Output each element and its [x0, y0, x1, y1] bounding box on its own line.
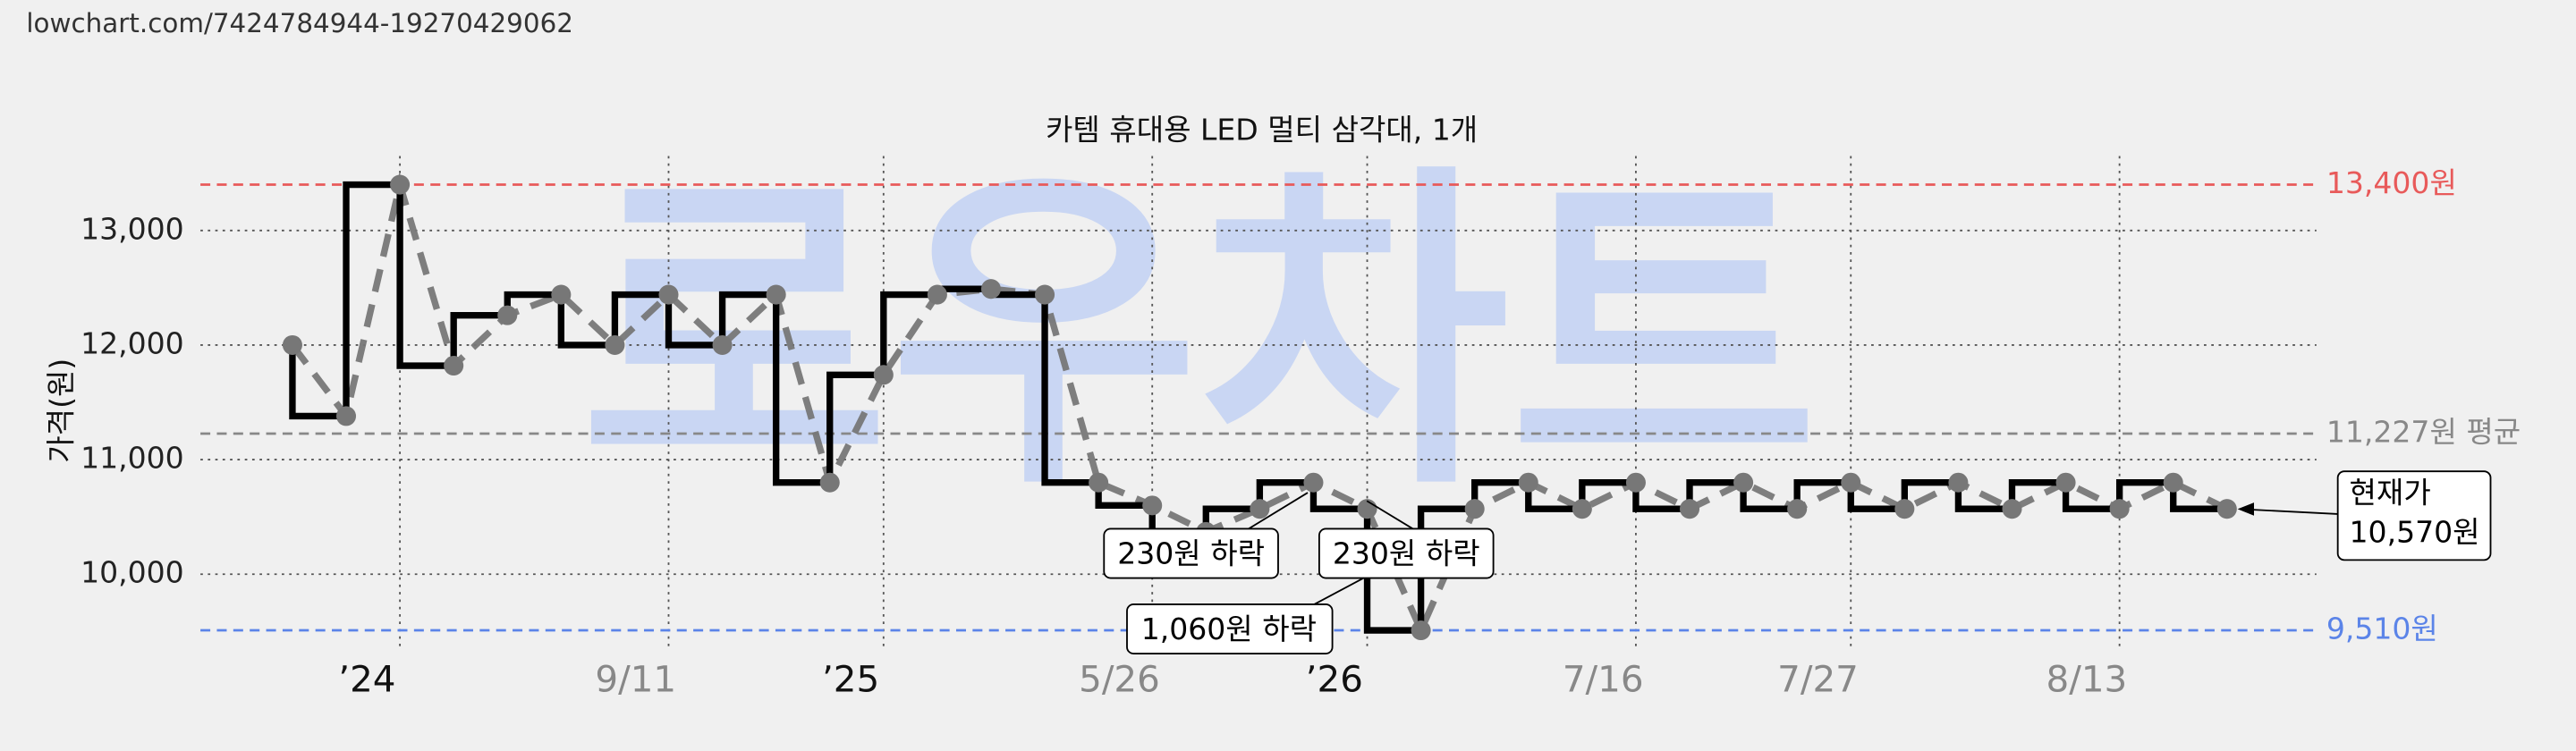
- point: [1411, 620, 1431, 641]
- annotation: 1,060원 하락: [1141, 612, 1317, 646]
- reference-label: 13,400원: [2326, 165, 2457, 200]
- point: [282, 334, 302, 355]
- point: [712, 334, 733, 355]
- point: [444, 356, 464, 376]
- point: [2109, 499, 2130, 519]
- step-segment: [611, 291, 669, 345]
- point: [1518, 472, 1538, 493]
- annotation-box: [1318, 527, 1495, 579]
- point: [335, 406, 357, 426]
- point: [927, 284, 947, 305]
- annotation-arrow: [1366, 500, 1414, 530]
- point: [1733, 472, 1754, 493]
- watermark: 로우차트: [580, 137, 1819, 529]
- grid: 10,000 11,000 12,000 13,000 ’24 9/11 ’25 5/26 ’2…: [80, 156, 2521, 700]
- step-segment: [880, 291, 937, 376]
- y-tick-label: 13,000: [80, 211, 184, 246]
- annotation: 230원 하락: [1333, 536, 1480, 570]
- current-value-label: 10,570원: [2350, 514, 2480, 549]
- point: [980, 279, 1001, 300]
- x-tick-label: ’24: [338, 657, 395, 700]
- reference-label: 11,227원 평균: [2326, 415, 2521, 450]
- annotation-box: [1126, 603, 1334, 654]
- point: [1035, 284, 1055, 305]
- step-segment: [1041, 294, 1099, 486]
- annotation: 230원 하락: [1117, 536, 1265, 570]
- annotation-arrow: [1248, 492, 1309, 530]
- x-tick-label: 9/11: [595, 657, 676, 700]
- annotation-box: [1103, 527, 1279, 579]
- url: lowchart.com/7424784944-19270429062: [26, 8, 573, 38]
- current-box: [2336, 470, 2492, 561]
- point: [1089, 472, 1109, 493]
- point: [1250, 499, 1270, 519]
- point: [1142, 495, 1163, 516]
- point: [658, 284, 679, 305]
- step-segment: [450, 311, 508, 367]
- y-axis-label: 가격(원): [43, 359, 78, 463]
- step-segment: [289, 344, 347, 420]
- x-tick-label: ’26: [1306, 657, 1363, 700]
- point: [1894, 499, 1915, 519]
- step-segment: [826, 371, 884, 483]
- x-tick-label: 5/26: [1079, 657, 1160, 700]
- point: [605, 334, 625, 355]
- point: [1572, 499, 1592, 519]
- chart-title: 카템 휴대용 LED 멀티 삼각대, 1개: [1046, 112, 1478, 147]
- current-arrow: [2241, 508, 2338, 515]
- point: [819, 472, 840, 493]
- annotations: 230원 하락 230원 하락 1,060원 하락 현재가 10,570원: [1103, 470, 2492, 654]
- point: [1841, 472, 1861, 493]
- current-arrowhead: [2237, 502, 2254, 516]
- step-segment: [557, 294, 615, 349]
- point: [1948, 472, 1969, 493]
- point: [1679, 499, 1700, 519]
- point: [2055, 472, 2076, 493]
- point: [2163, 472, 2183, 493]
- point: [1787, 499, 1808, 519]
- step-segment: [343, 181, 401, 417]
- y-tick-label: 10,000: [80, 555, 184, 590]
- x-tick-label: 7/27: [1777, 657, 1859, 700]
- x-tick-label: 8/13: [2046, 657, 2128, 700]
- point: [390, 174, 411, 195]
- y-tick-label: 11,000: [80, 441, 184, 476]
- step-segment: [718, 291, 776, 345]
- point: [873, 365, 894, 385]
- y-tick-label: 12,000: [80, 325, 184, 360]
- point: [766, 284, 786, 305]
- step-segment: [665, 294, 723, 349]
- point: [1303, 472, 1324, 493]
- step-segment: [772, 294, 830, 486]
- point: [497, 305, 518, 325]
- reference-label: 9,510원: [2326, 612, 2438, 646]
- point: [551, 284, 572, 305]
- current-label: 현재가: [2350, 475, 2431, 510]
- step-segment: [396, 184, 454, 369]
- x-tick-label: ’25: [822, 657, 879, 700]
- point: [2002, 499, 2022, 519]
- step-segment: [1417, 505, 1475, 631]
- annotation-arrow: [1313, 577, 1364, 605]
- point: [2216, 499, 2237, 519]
- point: [1464, 499, 1485, 519]
- point: [1625, 472, 1646, 493]
- x-tick-label: 7/16: [1563, 657, 1644, 700]
